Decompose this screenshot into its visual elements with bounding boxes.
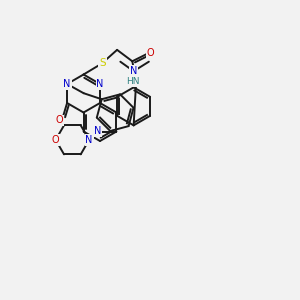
Text: O: O — [147, 48, 154, 58]
Text: O: O — [56, 116, 63, 125]
Text: N: N — [63, 79, 71, 89]
Text: N: N — [96, 79, 104, 89]
Text: N: N — [85, 135, 93, 145]
Text: HN: HN — [127, 77, 140, 86]
Text: N: N — [94, 127, 101, 136]
Text: O: O — [52, 135, 59, 145]
Text: N: N — [130, 66, 137, 76]
Text: S: S — [99, 58, 106, 68]
